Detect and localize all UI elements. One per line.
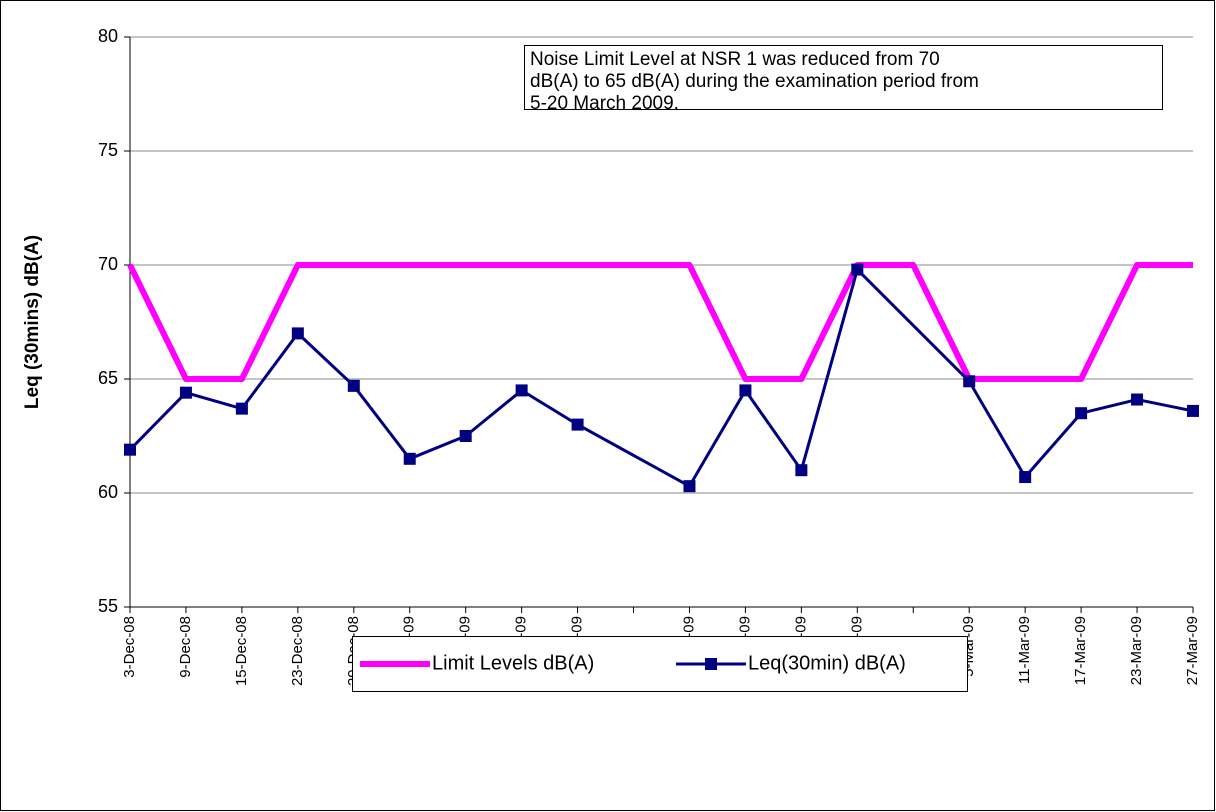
legend-marker bbox=[705, 658, 717, 670]
annotation-text: Noise Limit Level at NSR 1 was reduced f… bbox=[530, 49, 940, 70]
point-marker bbox=[683, 480, 696, 493]
legend-label: Limit Levels dB(A) bbox=[432, 652, 594, 674]
x-tick-label: 23-Mar-09 bbox=[1128, 616, 1145, 685]
point-marker bbox=[1075, 407, 1088, 420]
annotation-text: 5-20 March 2009. bbox=[530, 93, 679, 114]
point-marker bbox=[851, 263, 864, 276]
point-marker bbox=[963, 375, 976, 388]
point-marker bbox=[1131, 393, 1144, 406]
point-marker bbox=[795, 464, 808, 477]
legend-label: Leq(30min) dB(A) bbox=[748, 652, 906, 674]
point-marker bbox=[235, 402, 248, 415]
point-marker bbox=[739, 384, 752, 397]
point-marker bbox=[124, 443, 136, 456]
x-tick-label: 27-Mar-09 bbox=[1184, 616, 1201, 685]
point-marker bbox=[571, 418, 584, 431]
point-marker bbox=[403, 452, 416, 465]
series-line bbox=[688, 269, 859, 487]
series-connector bbox=[856, 268, 971, 383]
y-tick-label: 60 bbox=[98, 482, 118, 502]
series-connector bbox=[576, 423, 691, 488]
point-marker bbox=[1019, 471, 1032, 484]
point-marker bbox=[291, 327, 304, 340]
x-tick-label: 3-Dec-08 bbox=[121, 616, 138, 678]
point-marker bbox=[515, 384, 528, 397]
y-tick-label: 70 bbox=[98, 254, 118, 274]
point-marker bbox=[1187, 404, 1199, 417]
x-tick-label: 17-Mar-09 bbox=[1072, 616, 1089, 685]
series-line bbox=[127, 262, 1193, 382]
x-tick-label: 15-Dec-08 bbox=[233, 616, 250, 686]
annotation-text: dB(A) to 65 dB(A) during the examination… bbox=[530, 71, 979, 92]
y-tick-label: 65 bbox=[98, 368, 118, 388]
x-tick-label: 9-Dec-08 bbox=[177, 616, 194, 678]
x-tick-label: 23-Dec-08 bbox=[289, 616, 306, 686]
y-tick-label: 55 bbox=[98, 596, 118, 616]
y-axis-title: Leq (30mins) dB(A) bbox=[22, 235, 43, 409]
point-marker bbox=[179, 386, 192, 399]
point-marker bbox=[347, 379, 360, 392]
point-marker bbox=[459, 430, 472, 442]
y-tick-label: 75 bbox=[98, 140, 118, 160]
y-tick-label: 80 bbox=[98, 26, 118, 46]
annotation-box bbox=[524, 45, 1163, 110]
legend-box bbox=[352, 636, 968, 692]
x-tick-label: 11-Mar-09 bbox=[1016, 616, 1033, 684]
